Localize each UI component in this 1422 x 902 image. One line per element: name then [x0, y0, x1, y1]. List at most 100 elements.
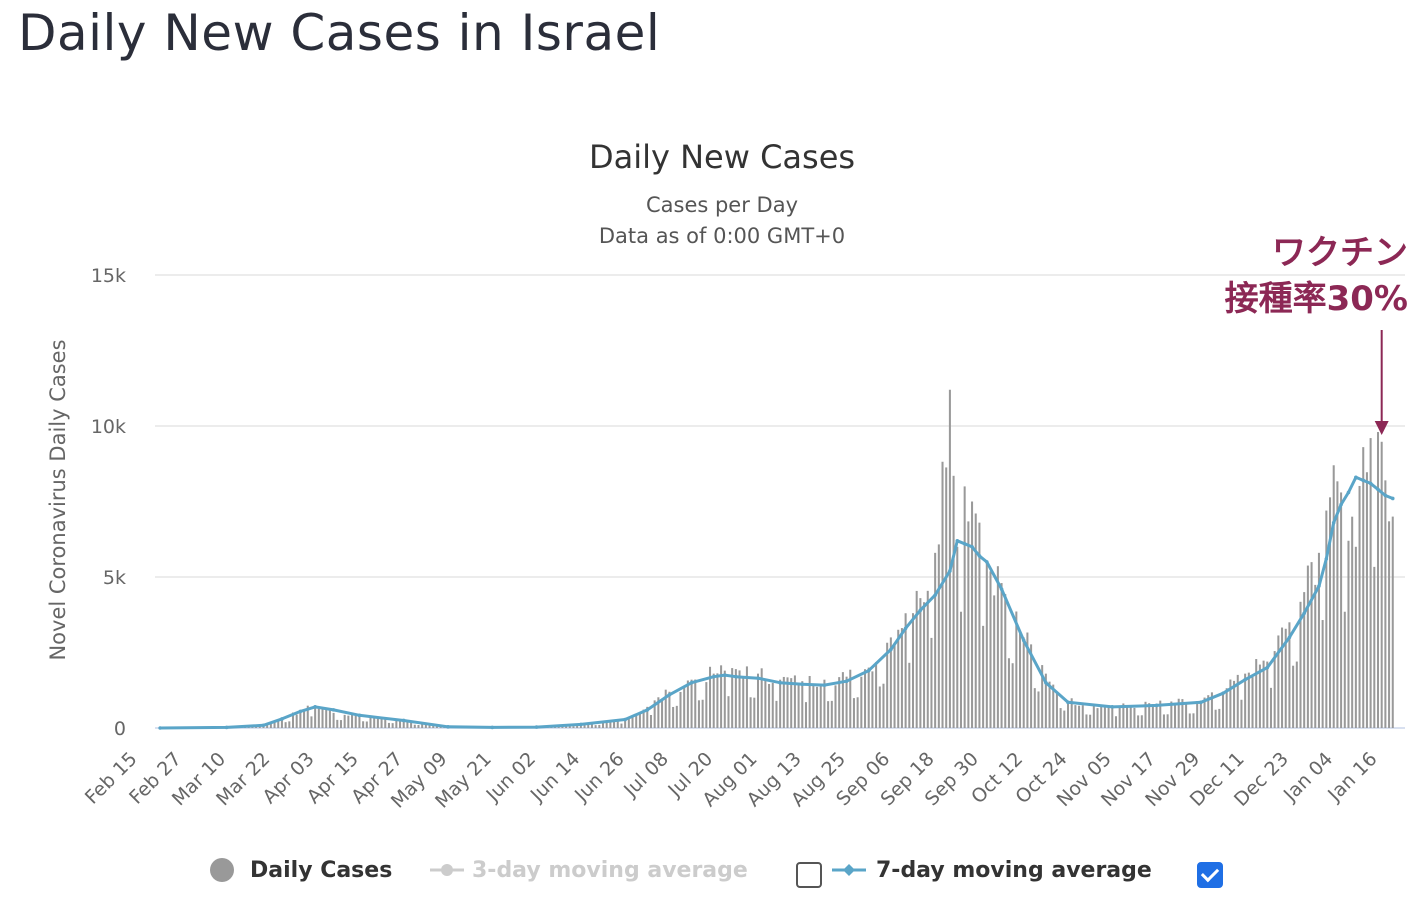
page-title: Daily New Cases in Israel — [18, 4, 661, 62]
7-day-average-point — [903, 626, 908, 631]
7-day-average-point — [331, 708, 336, 712]
daily-case-bar — [841, 672, 844, 728]
daily-case-bar — [380, 718, 383, 728]
daily-case-bar — [804, 702, 807, 728]
daily-case-bar — [1078, 705, 1081, 728]
daily-case-bar — [727, 696, 730, 728]
daily-case-bar — [1074, 705, 1077, 728]
daily-case-bar — [1126, 705, 1129, 728]
daily-case-bar — [952, 475, 955, 728]
daily-case-bar — [1317, 552, 1320, 728]
daily-case-bar — [945, 467, 948, 728]
7-day-average-line — [160, 475, 1394, 730]
7-day-average-point — [158, 726, 162, 730]
daily-case-bar — [1151, 704, 1154, 728]
daily-case-bar — [417, 725, 420, 728]
annotation-line-2: 接種率30% — [1224, 279, 1408, 319]
daily-case-bar — [1052, 684, 1055, 728]
daily-case-bar — [738, 670, 741, 728]
daily-case-bar — [1177, 698, 1180, 728]
daily-case-bar — [1140, 715, 1143, 728]
daily-case-bar — [926, 590, 929, 728]
daily-case-bar — [937, 544, 940, 728]
daily-case-bar — [336, 719, 339, 728]
7-day-average-point — [446, 724, 450, 729]
7-day-average-point — [778, 680, 782, 685]
legend-7-day-average[interactable]: 7-day moving average — [832, 852, 1152, 888]
daily-case-bar — [1063, 710, 1066, 728]
daily-case-bar — [782, 676, 785, 728]
y-tick-label: 5k — [103, 567, 126, 589]
daily-case-bar — [1170, 701, 1173, 728]
daily-case-bar — [1199, 700, 1202, 728]
daily-case-bar — [915, 590, 918, 728]
daily-case-bar — [661, 698, 664, 728]
daily-case-bar — [1129, 706, 1132, 728]
daily-case-bar — [745, 666, 748, 728]
7-day-average-point — [1199, 700, 1203, 705]
daily-case-bar — [775, 700, 778, 728]
daily-case-bar — [823, 679, 826, 728]
daily-case-bar — [354, 715, 357, 728]
daily-case-bar — [1236, 674, 1239, 728]
daily-case-bar — [1284, 628, 1287, 728]
7-day-average-point — [261, 723, 266, 728]
7-day-average-point — [1221, 691, 1225, 696]
daily-case-bar — [273, 722, 276, 728]
daily-case-bar — [834, 685, 837, 728]
daily-case-bar — [1103, 706, 1106, 728]
legend-3-day-average-label: 3-day moving average — [472, 857, 748, 883]
daily-case-bar — [1100, 704, 1103, 728]
daily-case-bar — [572, 726, 575, 728]
7-day-average-point — [224, 725, 229, 730]
daily-case-bar — [424, 723, 427, 728]
daily-case-bar — [1144, 701, 1147, 728]
daily-case-bar — [731, 668, 734, 728]
daily-case-bar — [646, 706, 649, 728]
daily-case-bar — [1229, 679, 1232, 728]
daily-case-bar — [1015, 611, 1018, 728]
daily-case-bar — [705, 682, 708, 728]
legend-3-day-average[interactable]: 3-day moving average — [430, 852, 748, 888]
daily-case-bar — [948, 389, 951, 728]
daily-case-bar — [941, 461, 944, 728]
daily-case-bar — [1292, 665, 1295, 728]
daily-case-bar — [675, 705, 678, 728]
daily-case-bar — [1203, 697, 1206, 728]
daily-case-bar — [1225, 688, 1228, 728]
daily-case-bar — [764, 679, 767, 728]
daily-case-bar — [402, 720, 405, 728]
daily-case-bar — [978, 522, 981, 728]
daily-case-bar — [1030, 644, 1033, 728]
daily-case-bar — [1118, 706, 1121, 728]
7-day-average-point — [1390, 496, 1395, 501]
daily-case-bar — [314, 705, 317, 728]
daily-case-bar — [391, 723, 394, 728]
daily-case-bar — [1281, 627, 1284, 728]
daily-case-bar — [694, 679, 697, 728]
daily-case-bar — [277, 719, 280, 728]
daily-case-bar — [1303, 592, 1306, 728]
daily-case-bar — [760, 668, 763, 728]
3-day-average-checkbox[interactable] — [796, 862, 822, 888]
legend-daily-cases[interactable]: Daily Cases — [208, 852, 392, 888]
daily-case-bar — [317, 708, 320, 728]
7-day-average-point — [918, 608, 923, 613]
daily-case-bar — [882, 683, 885, 728]
daily-case-bar — [291, 712, 295, 728]
7-day-average-point — [962, 541, 967, 546]
daily-case-bar — [1336, 481, 1339, 728]
daily-case-bar — [649, 714, 652, 728]
daily-case-bar — [1295, 661, 1298, 728]
daily-case-bar — [742, 677, 745, 728]
daily-case-bar — [1004, 594, 1007, 728]
daily-case-bar — [779, 679, 782, 728]
7-day-average-checkbox[interactable] — [1197, 862, 1223, 888]
daily-case-bar — [657, 697, 660, 728]
7-day-average-point — [722, 673, 727, 677]
daily-case-bar — [605, 720, 608, 728]
daily-case-bar — [1026, 632, 1029, 728]
daily-case-bar — [1351, 516, 1354, 728]
7-day-average-point — [970, 545, 974, 549]
daily-case-bar — [709, 666, 712, 728]
